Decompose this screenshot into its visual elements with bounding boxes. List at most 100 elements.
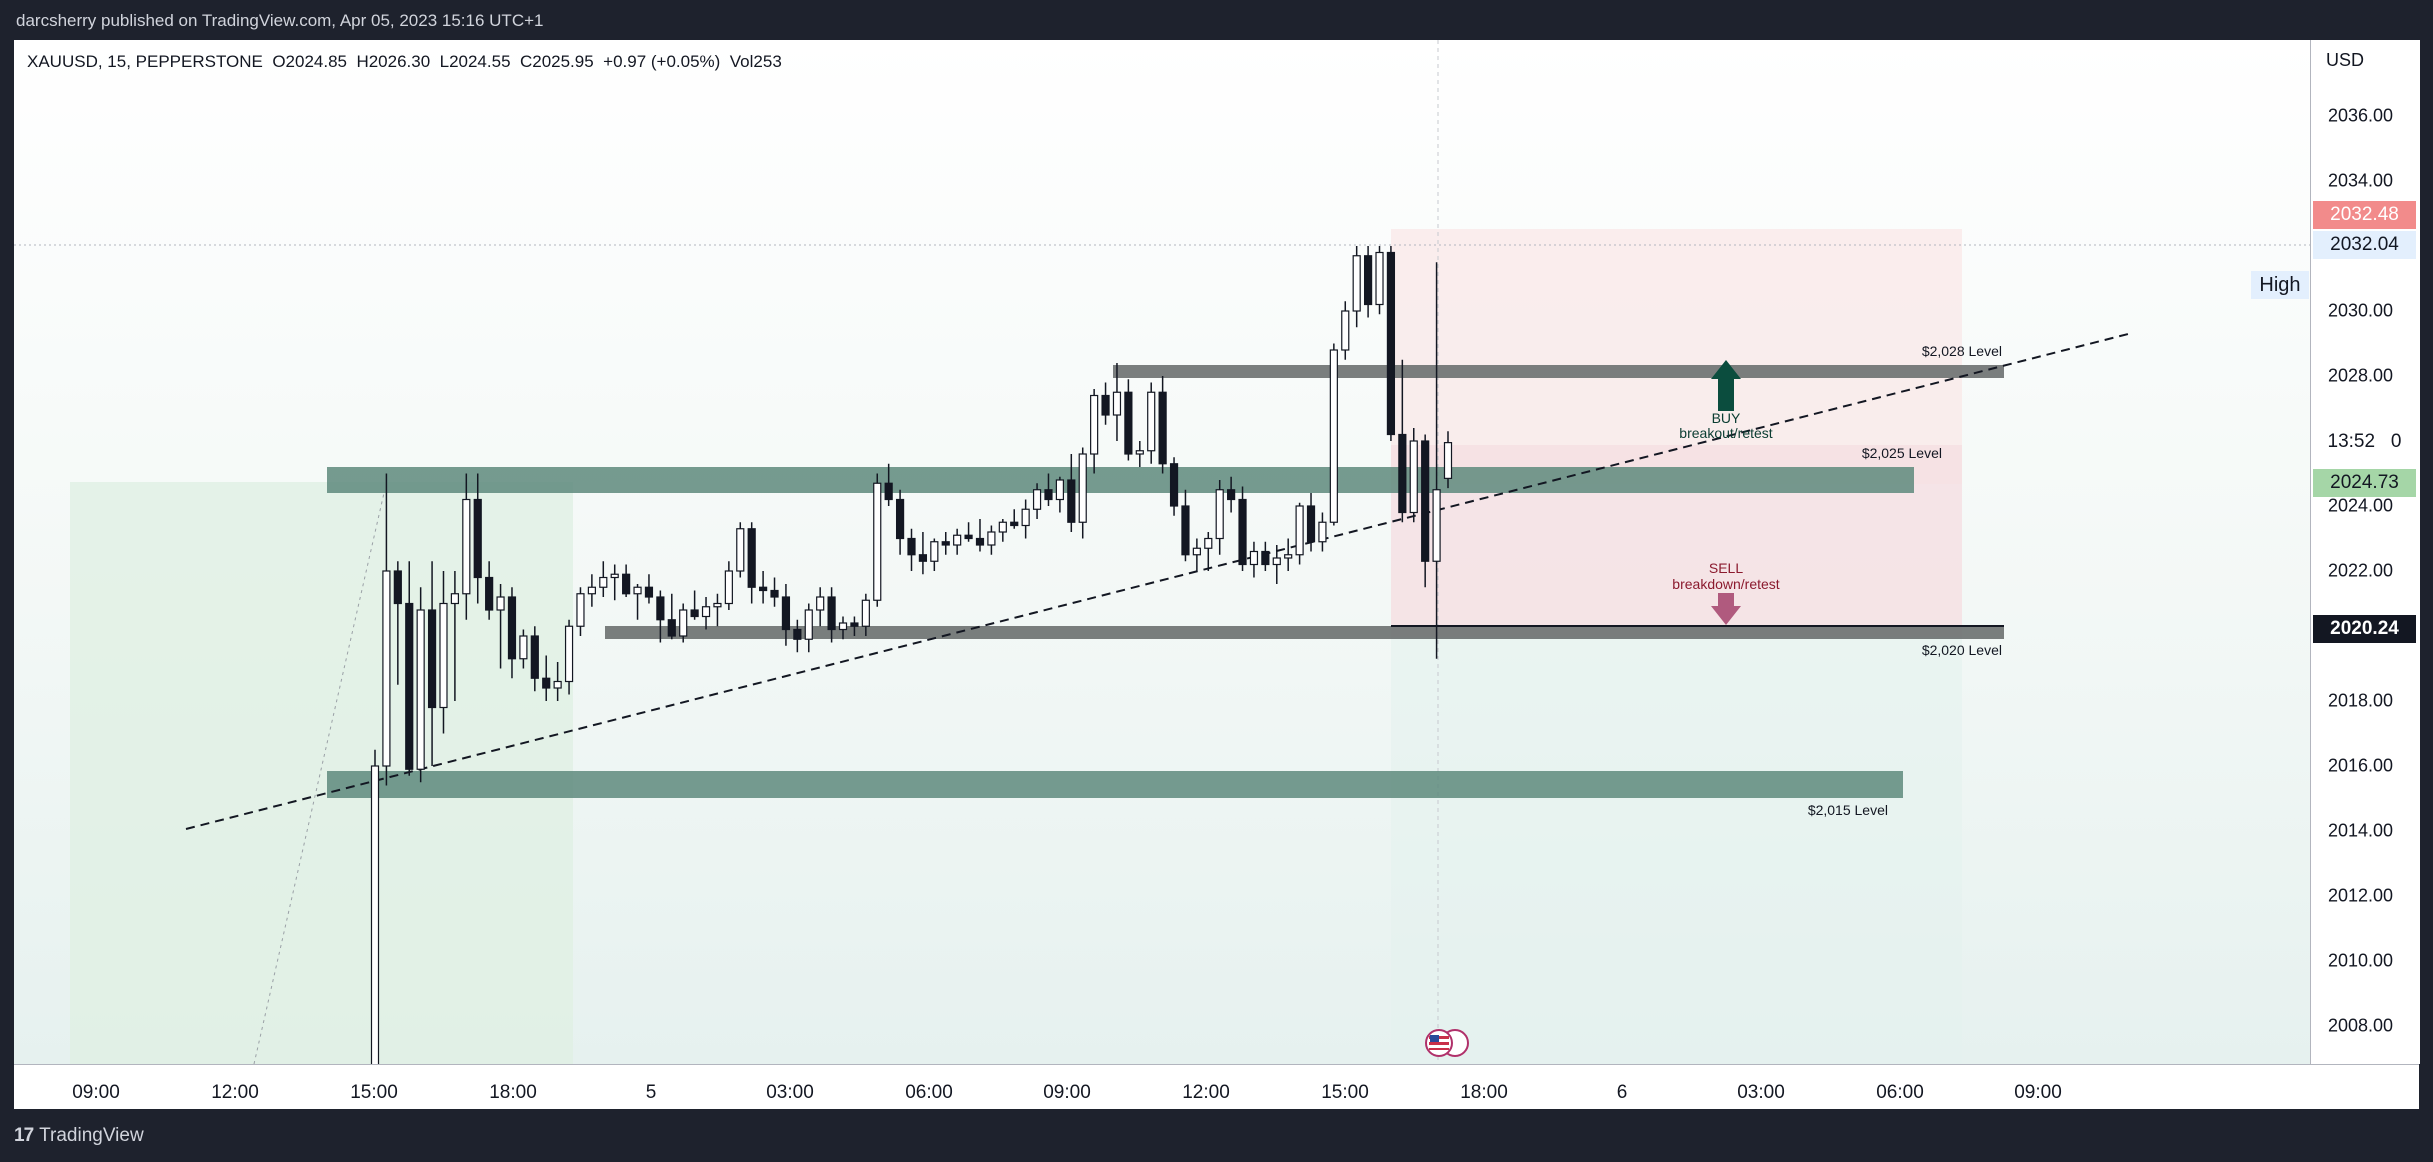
candle[interactable]: [382, 473, 391, 786]
candle[interactable]: [1352, 246, 1361, 328]
candle[interactable]: [690, 590, 699, 620]
candle[interactable]: [496, 584, 505, 669]
candle[interactable]: [1421, 434, 1430, 588]
candle[interactable]: [1306, 493, 1316, 552]
candle[interactable]: [907, 528, 916, 571]
candle[interactable]: [1032, 483, 1042, 519]
candle[interactable]: [1238, 486, 1247, 572]
candle[interactable]: [576, 587, 585, 636]
candle[interactable]: [599, 561, 608, 597]
candle[interactable]: [1112, 363, 1122, 441]
candle[interactable]: [1078, 447, 1087, 539]
candle[interactable]: [1375, 246, 1384, 315]
candle[interactable]: [644, 574, 654, 604]
candle[interactable]: [1044, 473, 1053, 507]
candle[interactable]: [462, 473, 471, 620]
candle[interactable]: [1169, 457, 1179, 516]
zone-2015[interactable]: [327, 771, 1903, 798]
candle[interactable]: [427, 561, 437, 766]
zone-2020[interactable]: [605, 626, 2004, 639]
candle[interactable]: [587, 574, 596, 607]
candle[interactable]: [1055, 476, 1064, 513]
candle[interactable]: [747, 522, 756, 604]
candle[interactable]: [370, 749, 380, 1064]
candle[interactable]: [439, 571, 448, 734]
short-position-bottom-box[interactable]: [1391, 637, 1962, 1064]
candle[interactable]: [416, 587, 425, 783]
candle[interactable]: [1147, 382, 1156, 464]
candle[interactable]: [804, 603, 813, 653]
candle[interactable]: [1215, 480, 1224, 555]
candle[interactable]: [679, 603, 688, 643]
candle[interactable]: [895, 489, 905, 555]
candle[interactable]: [656, 590, 665, 643]
candle[interactable]: [873, 473, 882, 607]
symbol-legend[interactable]: XAUUSD, 15, PEPPERSTONE O2024.85 H2026.3…: [27, 52, 782, 71]
candle[interactable]: [507, 587, 517, 679]
candle[interactable]: [1409, 428, 1418, 523]
short-position-top-box[interactable]: [1391, 229, 1962, 484]
candle[interactable]: [622, 564, 631, 598]
candle[interactable]: [713, 593, 722, 627]
candle[interactable]: [861, 593, 870, 636]
candle[interactable]: [1135, 441, 1144, 467]
candle[interactable]: [953, 528, 962, 555]
currency-label[interactable]: USD: [2326, 50, 2365, 70]
candle[interactable]: [850, 616, 859, 637]
event-flag-us-icon[interactable]: [1425, 1029, 1453, 1057]
candle[interactable]: [1341, 301, 1350, 360]
candle[interactable]: [473, 473, 482, 604]
candle[interactable]: [1249, 541, 1259, 578]
candle[interactable]: [1181, 489, 1190, 562]
candle[interactable]: [1318, 512, 1327, 552]
candle[interactable]: [1432, 262, 1441, 659]
candle[interactable]: [930, 538, 939, 572]
zone-2025[interactable]: [327, 467, 1914, 493]
candle[interactable]: [1329, 343, 1338, 526]
candle[interactable]: [667, 593, 676, 640]
candle[interactable]: [1272, 545, 1281, 584]
sell-arrow-down-icon[interactable]: [1711, 606, 1741, 625]
candle[interactable]: [941, 532, 950, 555]
candle[interactable]: [1090, 389, 1099, 474]
candle[interactable]: [975, 519, 985, 552]
candle[interactable]: [1227, 476, 1236, 513]
chart-plot-area[interactable]: BUY breakout/retest SELL breakdown/retes…: [14, 40, 2310, 1064]
candle[interactable]: [393, 561, 402, 685]
candle[interactable]: [485, 561, 494, 620]
candle[interactable]: [793, 619, 802, 653]
candle[interactable]: [724, 561, 733, 610]
candle[interactable]: [610, 564, 619, 601]
candle[interactable]: [884, 463, 893, 506]
candle[interactable]: [781, 584, 791, 646]
candle[interactable]: [1021, 499, 1030, 539]
candle[interactable]: [838, 616, 848, 640]
candle[interactable]: [736, 522, 745, 578]
zone-2028[interactable]: [1113, 365, 2004, 378]
candle[interactable]: [1261, 541, 1270, 571]
candle[interactable]: [1192, 538, 1201, 572]
ascending-trendline[interactable]: [185, 332, 2133, 830]
candle[interactable]: [1386, 246, 1396, 441]
candle[interactable]: [405, 561, 414, 776]
candle[interactable]: [553, 662, 562, 701]
candle[interactable]: [530, 626, 539, 692]
candle[interactable]: [633, 584, 642, 620]
candle[interactable]: [1295, 502, 1304, 565]
candle[interactable]: [1363, 246, 1373, 318]
candle[interactable]: [1398, 359, 1407, 523]
candle[interactable]: [1158, 376, 1167, 474]
time-axis[interactable]: [14, 1064, 2419, 1110]
candle[interactable]: [827, 587, 836, 643]
candle[interactable]: [450, 571, 460, 701]
candle[interactable]: [519, 629, 528, 669]
candle[interactable]: [542, 655, 551, 702]
candle[interactable]: [1284, 538, 1293, 572]
chart-svg[interactable]: BUY breakout/retest SELL breakdown/retes…: [14, 40, 2310, 1064]
candle[interactable]: [1204, 532, 1213, 571]
candle[interactable]: [1443, 431, 1453, 489]
candle[interactable]: [1067, 454, 1076, 532]
candle[interactable]: [816, 587, 825, 627]
tradingview-logo[interactable]: 17 TradingView: [14, 1125, 144, 1147]
candle[interactable]: [770, 577, 779, 607]
